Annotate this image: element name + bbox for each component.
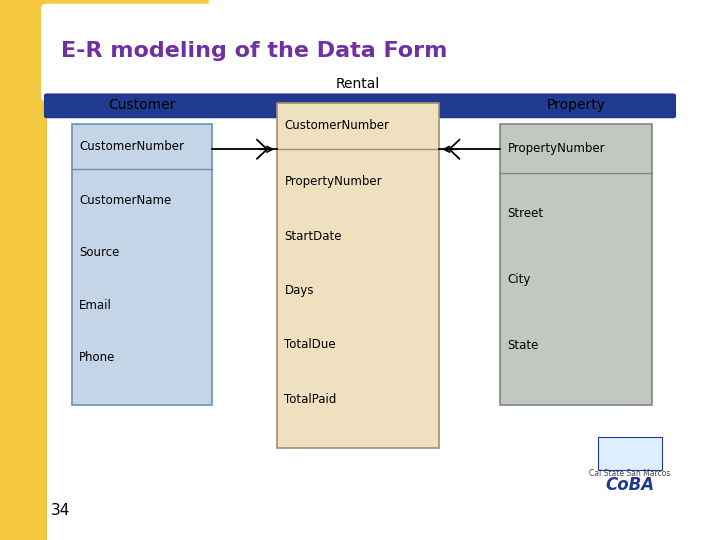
- Text: TotalPaid: TotalPaid: [284, 393, 337, 406]
- Text: Days: Days: [284, 284, 314, 297]
- Text: Source: Source: [79, 246, 120, 260]
- Text: Phone: Phone: [79, 352, 116, 365]
- Text: PropertyNumber: PropertyNumber: [508, 142, 606, 156]
- Text: TotalDue: TotalDue: [284, 339, 336, 352]
- Text: CoBA: CoBA: [606, 476, 654, 494]
- Text: CustomerNumber: CustomerNumber: [79, 140, 184, 153]
- Bar: [0, 108, 47, 540]
- Text: Street: Street: [508, 207, 544, 220]
- FancyBboxPatch shape: [41, 4, 679, 102]
- Text: Property: Property: [546, 98, 606, 112]
- Text: StartDate: StartDate: [284, 230, 342, 242]
- FancyBboxPatch shape: [0, 0, 209, 113]
- Text: Customer: Customer: [109, 98, 176, 112]
- Bar: [277, 103, 439, 448]
- Text: CustomerName: CustomerName: [79, 194, 171, 207]
- FancyBboxPatch shape: [44, 93, 676, 118]
- Text: City: City: [508, 273, 531, 286]
- Bar: [72, 124, 212, 405]
- Text: CustomerNumber: CustomerNumber: [284, 119, 390, 132]
- Text: Rental: Rental: [336, 77, 380, 91]
- Text: E-R modeling of the Data Form: E-R modeling of the Data Form: [61, 41, 448, 62]
- Text: 34: 34: [50, 503, 70, 518]
- Text: PropertyNumber: PropertyNumber: [284, 176, 382, 188]
- Bar: [598, 437, 662, 470]
- Text: Cal State San Marcos: Cal State San Marcos: [589, 469, 671, 478]
- Text: Email: Email: [79, 299, 112, 312]
- Text: State: State: [508, 339, 539, 352]
- Bar: [500, 124, 652, 405]
